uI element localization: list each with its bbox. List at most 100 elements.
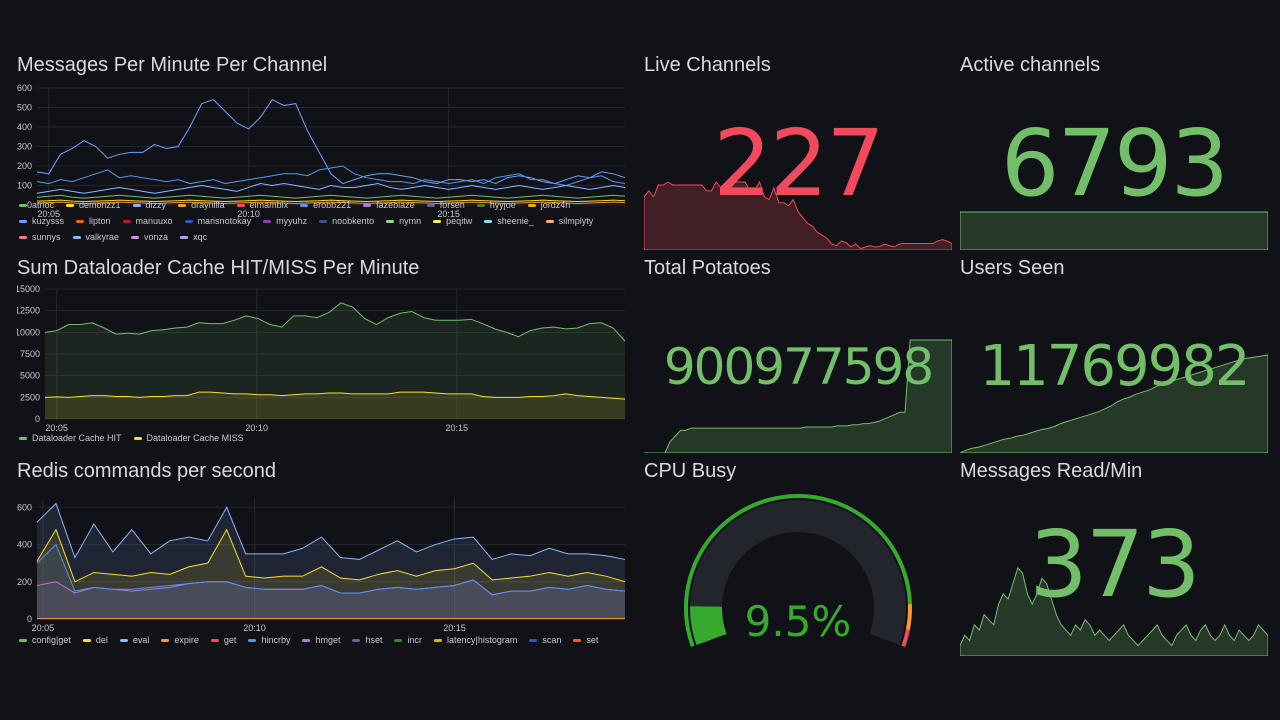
legend-item[interactable]: get	[210, 632, 237, 648]
series-area-total	[37, 503, 625, 619]
legend-item[interactable]: scan	[529, 632, 561, 648]
legend-item[interactable]: sunnys	[19, 229, 61, 245]
legend-label: myyuhz	[276, 216, 308, 226]
series-line-draynilla[interactable]	[36, 201, 626, 204]
legend-item[interactable]: vonza	[131, 229, 168, 245]
panel-title[interactable]: Redis commands per second	[17, 460, 277, 482]
legend-item[interactable]: expire	[161, 632, 199, 648]
legend-item[interactable]: config|get	[19, 632, 71, 648]
legend-label: hmget	[315, 635, 341, 645]
cpu-busy-gauge	[684, 494, 912, 647]
panel-title[interactable]: Total Potatoes	[644, 257, 771, 279]
legend-label: peqitw	[446, 216, 473, 226]
legend-item[interactable]: peqitw	[433, 213, 472, 229]
legend-label: latency|histogram	[447, 635, 518, 645]
panel-title[interactable]: Messages Per Minute Per Channel	[17, 54, 328, 76]
legend-label: elmambix	[249, 200, 289, 210]
panel-title[interactable]: Messages Read/Min	[960, 460, 1143, 482]
legend-item[interactable]: noobkento	[319, 213, 374, 229]
series-line-kuzysss[interactable]	[36, 99, 626, 185]
series-line-erobb221[interactable]	[36, 165, 626, 187]
series-line-dataloader-cache-miss[interactable]	[44, 391, 626, 400]
legend-label: kuzysss	[32, 216, 65, 226]
legend-label: eval	[132, 635, 150, 645]
legend-item[interactable]: Dataloader Cache MISS	[133, 430, 244, 446]
legend-label: demonzz1	[79, 200, 121, 210]
y-tick-label: 10000	[17, 327, 40, 337]
panel-messages-read: Messages Read/Min 373	[960, 460, 1268, 656]
legend-label: lipton	[89, 216, 111, 226]
legend-label: silmplyty	[558, 216, 594, 226]
x-tick-label: 20:15	[437, 209, 460, 217]
legend-item[interactable]: hincrby	[248, 632, 290, 648]
legend-label: draynilla	[191, 200, 225, 210]
messages-read-sparkline	[960, 567, 1268, 656]
legend-item[interactable]: forsen	[426, 197, 465, 213]
dataloader-cache-chart[interactable]: 0 2500 5000 7500 10000 12500 15000 20:05 20:10 20…	[17, 285, 629, 433]
panel-title[interactable]: CPU Busy	[644, 460, 737, 482]
legend-label: del	[95, 635, 108, 645]
legend-label: nymn	[399, 216, 422, 226]
panel-title[interactable]: Active channels	[960, 54, 1101, 76]
legend-item[interactable]: jordz4n	[527, 197, 570, 213]
legend-item[interactable]: valkyrae	[72, 229, 119, 245]
series-line-del[interactable]	[36, 528, 626, 583]
panel-title[interactable]: Sum Dataloader Cache HIT/MISS Per Minute	[17, 257, 420, 279]
total-potatoes-sparkline	[644, 339, 952, 453]
legend-item[interactable]: sheenie_	[484, 213, 534, 229]
legend-item[interactable]: latency|histogram	[434, 632, 517, 648]
series-line-atrioc[interactable]	[36, 194, 626, 199]
redis-commands-chart[interactable]: 0 200 400 600 20:05 20:10 20:15	[17, 490, 629, 635]
panel-title[interactable]: Live Channels	[644, 54, 771, 76]
legend-item[interactable]: hyyjoe	[476, 197, 516, 213]
series-line-demonzz1[interactable]	[36, 199, 626, 202]
legend-item[interactable]: eval	[119, 632, 150, 648]
panel-redis-commands: Redis commands per second 0 200 400 600 20:0…	[17, 460, 629, 660]
x-tick-label: 20:10	[237, 209, 260, 217]
series-line-dizzy[interactable]	[36, 183, 626, 194]
chart-legend: atrioc demonzz1 dizzy draynilla elmambix erob…	[19, 197, 619, 245]
legend-item[interactable]: elmambix	[236, 197, 289, 213]
legend-label: marisnotokay	[197, 216, 252, 226]
legend-swatch	[529, 638, 538, 642]
series-area-dataloader-cache-hit	[45, 302, 625, 419]
panel-title[interactable]: Users Seen	[960, 257, 1065, 279]
y-tick-label: 200	[17, 161, 32, 171]
legend-item[interactable]: hset	[352, 632, 382, 648]
users-seen-sparkline	[960, 354, 1268, 453]
legend-item[interactable]: set	[573, 632, 598, 648]
legend-item[interactable]: draynilla	[178, 197, 225, 213]
legend-item[interactable]: xqc	[180, 229, 207, 245]
legend-item[interactable]: erobb221	[300, 197, 351, 213]
legend-item[interactable]: fazeblaze	[363, 197, 415, 213]
legend-label: scan	[542, 635, 562, 645]
legend-item[interactable]: manuuxo	[122, 213, 173, 229]
legend-swatch	[394, 638, 403, 642]
legend-item[interactable]: del	[82, 632, 108, 648]
series-line-total[interactable]	[36, 502, 626, 561]
y-tick-label: 5000	[20, 371, 40, 381]
legend-item[interactable]: demonzz1	[66, 197, 121, 213]
legend-item[interactable]: Dataloader Cache HIT	[19, 430, 122, 446]
legend-label: manuuxo	[135, 216, 173, 226]
series-line-eval[interactable]	[36, 543, 626, 596]
legend-item[interactable]: dizzy	[132, 197, 167, 213]
legend-swatch	[484, 219, 493, 223]
messages-per-channel-chart[interactable]: 0 100 200 300 400 500 600 20:05 20:10 20:15	[17, 82, 629, 217]
series-line-dataloader-cache-hit[interactable]	[44, 302, 626, 342]
legend-item[interactable]: incr	[394, 632, 422, 648]
series-area-del	[37, 529, 625, 619]
legend-swatch	[386, 219, 395, 223]
legend-swatch	[184, 219, 193, 223]
legend-item[interactable]: kuzysss	[19, 213, 64, 229]
legend-item[interactable]: myyuhz	[263, 213, 307, 229]
legend-item[interactable]: marisnotokay	[184, 213, 252, 229]
legend-label: get	[223, 635, 237, 645]
legend-item[interactable]: nymn	[386, 213, 421, 229]
legend-item[interactable]: atrioc	[19, 197, 54, 213]
legend-item[interactable]: lipton	[76, 213, 111, 229]
legend-item[interactable]: hmget	[302, 632, 340, 648]
legend-label: dizzy	[145, 200, 167, 210]
x-tick-label: 20:15	[446, 423, 469, 433]
legend-item[interactable]: silmplyty	[545, 213, 594, 229]
